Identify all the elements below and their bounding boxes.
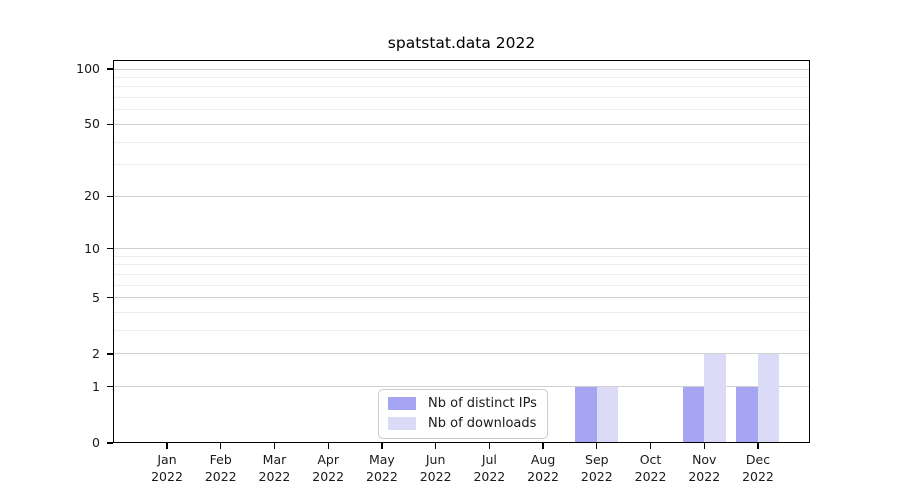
y-axis-tick [107, 386, 113, 388]
bar-distinct-ips [736, 386, 758, 443]
legend-label-distinct-ips: Nb of distinct IPs [428, 396, 537, 411]
chart-title: spatstat.data 2022 [387, 34, 536, 52]
minor-gridline [114, 97, 809, 99]
x-axis-tick [273, 443, 276, 449]
bar-downloads [757, 353, 780, 443]
x-axis-tick-label: Jan 2022 [151, 452, 183, 484]
minor-gridline [114, 141, 809, 143]
x-axis-tick [327, 443, 329, 449]
minor-gridline [114, 312, 809, 314]
x-axis-tick-label: Sep 2022 [580, 452, 613, 484]
y-axis-tick-label: 0 [92, 435, 100, 450]
x-axis-tick-label: May 2022 [366, 452, 398, 484]
x-axis-tick [381, 443, 383, 449]
bar-downloads [596, 386, 619, 443]
bar-distinct-ips [682, 386, 705, 443]
major-gridline [114, 297, 809, 299]
minor-gridline [114, 109, 809, 111]
minor-gridline [114, 273, 809, 275]
minor-gridline [114, 86, 809, 88]
y-axis-tick-label: 5 [92, 289, 100, 305]
x-axis-tick-label: Mar 2022 [258, 452, 291, 484]
legend-label-downloads: Nb of downloads [428, 416, 537, 431]
y-axis-tick [107, 195, 113, 197]
y-axis-tick [107, 353, 113, 355]
legend-swatch-downloads-icon [388, 417, 416, 430]
x-axis-tick [596, 443, 598, 449]
x-axis-tick [166, 443, 168, 449]
y-axis-tick-label: 1 [92, 378, 100, 394]
x-axis-tick-label: Oct 2022 [634, 452, 667, 484]
minor-gridline [114, 330, 809, 332]
x-axis-tick-label: Jul 2022 [473, 452, 506, 484]
x-axis-tick-label: Aug 2022 [527, 452, 559, 484]
major-gridline [114, 195, 809, 197]
legend-item-distinct-ips: Nb of distinct IPs [388, 396, 537, 411]
minor-gridline [114, 76, 809, 78]
minor-gridline [114, 284, 809, 286]
x-axis-tick-label: Feb 2022 [204, 452, 237, 484]
x-axis-tick [757, 443, 759, 449]
x-axis-tick [649, 443, 652, 449]
major-gridline [114, 386, 809, 388]
y-axis-tick-label: 10 [84, 240, 100, 256]
x-axis-tick-label: Apr 2022 [312, 452, 345, 484]
major-gridline [114, 248, 809, 250]
y-axis-tick [107, 297, 113, 299]
x-axis-tick-label: Jun 2022 [419, 452, 452, 484]
legend-item-downloads: Nb of downloads [388, 416, 537, 431]
x-axis-tick-label: Nov 2022 [688, 452, 721, 484]
y-axis-tick-label: 20 [84, 188, 100, 204]
major-gridline [114, 68, 809, 70]
minor-gridline [114, 264, 809, 266]
minor-gridline [114, 164, 809, 166]
major-gridline [114, 123, 809, 125]
y-axis-tick [107, 68, 113, 70]
legend-swatch-distinct-ips-icon [388, 397, 416, 410]
y-axis-tick [107, 442, 113, 444]
bar-downloads [704, 353, 726, 443]
x-axis-tick [703, 443, 705, 449]
y-axis-tick [107, 123, 113, 126]
x-axis-tick-label: Dec 2022 [742, 452, 774, 484]
y-axis-tick-label: 100 [76, 61, 100, 76]
legend: Nb of distinct IPs Nb of downloads [378, 389, 548, 439]
x-axis-tick [488, 443, 490, 449]
y-axis-tick-label: 2 [92, 345, 100, 361]
major-gridline [114, 353, 809, 355]
y-axis-tick [107, 248, 113, 250]
minor-gridline [114, 255, 809, 257]
x-axis-tick [542, 443, 544, 449]
y-axis-tick-label: 50 [84, 116, 100, 132]
x-axis-tick [434, 443, 437, 449]
bar-distinct-ips [575, 386, 597, 443]
x-axis-tick [220, 443, 222, 449]
